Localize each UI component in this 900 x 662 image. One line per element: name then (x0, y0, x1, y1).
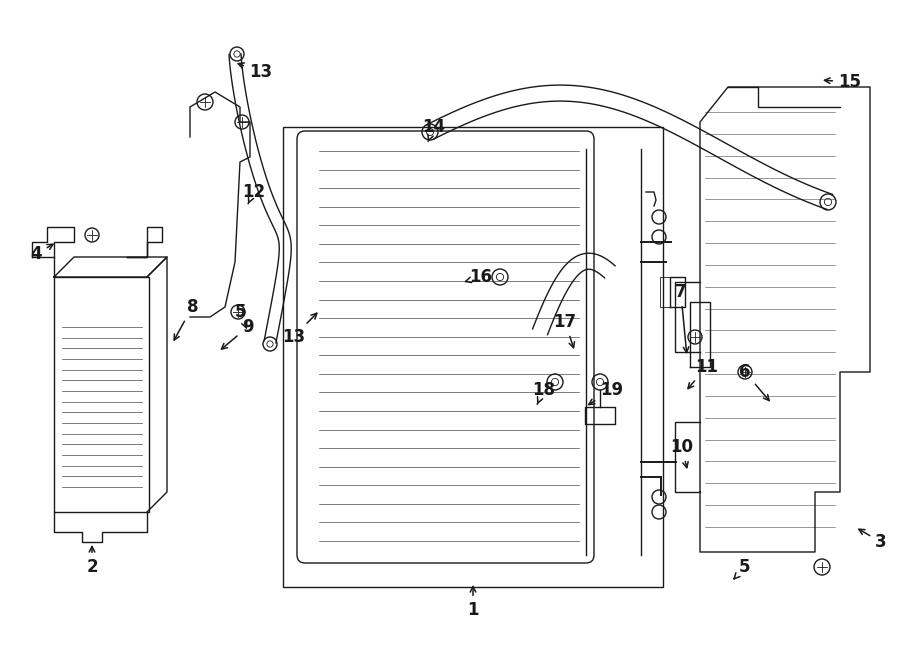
Text: 19: 19 (589, 381, 623, 404)
Bar (283, 127, 663, 587)
Text: 13: 13 (238, 63, 272, 81)
Text: 9: 9 (221, 318, 254, 349)
Text: 5: 5 (234, 303, 247, 328)
Text: 11: 11 (688, 358, 718, 389)
Text: 6: 6 (739, 363, 770, 401)
Text: 10: 10 (670, 438, 693, 467)
Text: 3: 3 (859, 529, 886, 551)
Text: 1: 1 (467, 587, 479, 619)
Text: 8: 8 (175, 298, 198, 340)
Text: 2: 2 (86, 547, 98, 576)
Text: 15: 15 (824, 73, 861, 91)
Bar (54, 277, 149, 512)
Text: 7: 7 (675, 283, 688, 353)
Text: 13: 13 (282, 313, 317, 346)
Text: 4: 4 (31, 244, 53, 263)
Text: 17: 17 (554, 313, 577, 348)
Text: 12: 12 (242, 183, 265, 204)
Text: 16: 16 (465, 268, 492, 286)
Text: 5: 5 (734, 558, 751, 579)
Text: 18: 18 (532, 381, 555, 404)
Text: 14: 14 (422, 118, 445, 142)
